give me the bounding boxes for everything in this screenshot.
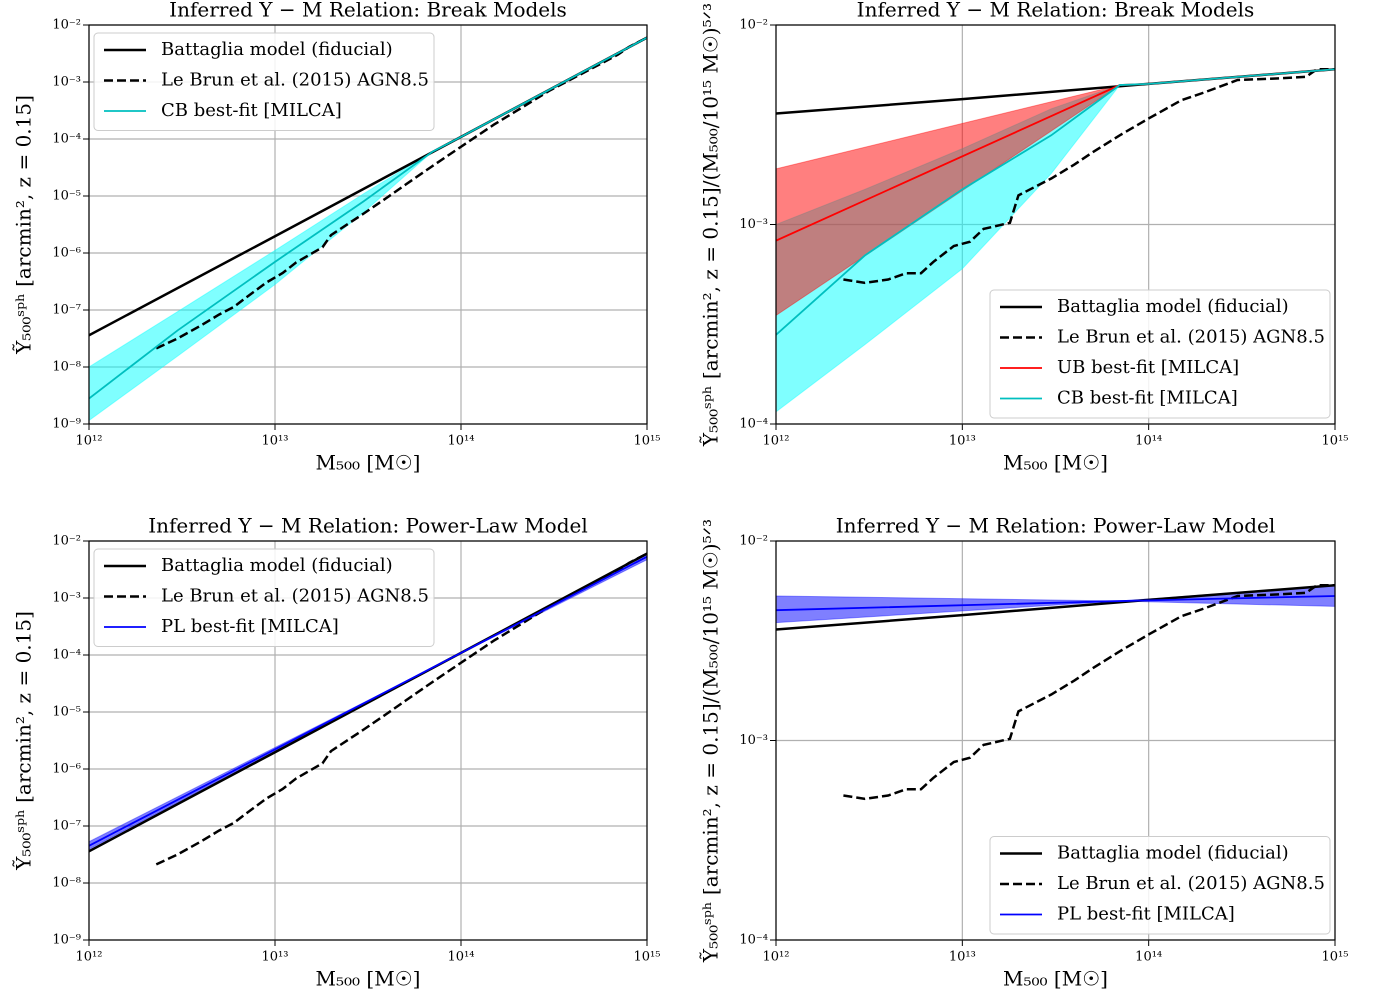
line bbox=[843, 68, 1335, 285]
legend-label: Le Brun et al. (2015) AGN8.5 bbox=[161, 586, 429, 607]
panel: Inferred Y − M Relation: Break Models M₅₀… bbox=[699, 0, 1349, 475]
y-tick-label: 10⁻² bbox=[52, 534, 81, 549]
x-tick-label: 10¹⁵ bbox=[634, 950, 661, 965]
y-axis-label: Ỹ₅₀₀ˢᵖʰ [arcmin², z = 0.15] bbox=[12, 611, 36, 871]
x-tick-label: 10¹⁴ bbox=[448, 434, 475, 449]
x-tick-label: 10¹² bbox=[76, 434, 103, 449]
chart-title: Inferred Y − M Relation: Break Models bbox=[857, 0, 1255, 22]
panel: Inferred Y − M Relation: Power-Law Model… bbox=[12, 514, 661, 991]
panel: Inferred Y − M Relation: Power-Law Model… bbox=[699, 514, 1349, 991]
y-tick-label: 10⁻³ bbox=[739, 217, 768, 232]
x-tick-label: 10¹² bbox=[763, 434, 790, 449]
chart-title: Inferred Y − M Relation: Power-Law Model bbox=[148, 514, 588, 538]
legend: Battaglia model (fiducial) Le Brun et al.… bbox=[989, 836, 1331, 935]
legend: Battaglia model (fiducial) Le Brun et al.… bbox=[93, 548, 435, 647]
plot-frame bbox=[775, 540, 1336, 941]
x-tick-label: 10¹⁴ bbox=[1135, 950, 1162, 965]
line bbox=[155, 36, 647, 350]
y-tick-label: 10⁻⁶ bbox=[52, 246, 81, 261]
line bbox=[89, 552, 647, 853]
plot-area bbox=[89, 36, 647, 422]
plot-area bbox=[776, 68, 1335, 413]
y-axis-label: Ỹ₅₀₀ˢᵖʰ [arcmin², z = 0.15] bbox=[12, 95, 36, 355]
x-tick-label: 10¹² bbox=[763, 950, 790, 965]
y-tick-label: 10⁻⁸ bbox=[52, 360, 81, 375]
legend-box bbox=[93, 32, 435, 131]
y-tick-label: 10⁻⁸ bbox=[52, 876, 81, 891]
y-tick-label: 10⁻⁷ bbox=[52, 819, 81, 834]
x-tick-label: 10¹⁴ bbox=[1135, 434, 1162, 449]
y-tick-label: 10⁻² bbox=[739, 18, 768, 33]
x-tick-label: 10¹⁴ bbox=[448, 950, 475, 965]
legend-label: Le Brun et al. (2015) AGN8.5 bbox=[1057, 873, 1325, 894]
legend-label: Le Brun et al. (2015) AGN8.5 bbox=[161, 70, 429, 91]
y-tick-label: 10⁻³ bbox=[739, 733, 768, 748]
y-axis-label: Ỹ₅₀₀ˢᵖʰ [arcmin², z = 0.15]/(M₅₀₀/10¹⁵ M… bbox=[699, 3, 723, 447]
y-tick-label: 10⁻³ bbox=[52, 591, 81, 606]
line bbox=[776, 595, 1335, 612]
y-tick-label: 10⁻⁶ bbox=[52, 762, 81, 777]
x-axis-label: M₅₀₀ [M☉] bbox=[1003, 451, 1108, 475]
x-axis-label: M₅₀₀ [M☉] bbox=[316, 967, 421, 991]
chart-title: Inferred Y − M Relation: Power-Law Model bbox=[836, 514, 1276, 538]
legend-label: Battaglia model (fiducial) bbox=[1057, 843, 1289, 864]
x-tick-label: 10¹³ bbox=[262, 950, 289, 965]
legend-box bbox=[989, 836, 1331, 935]
x-tick-label: 10¹³ bbox=[949, 434, 976, 449]
line bbox=[89, 555, 647, 847]
band bbox=[776, 84, 1121, 317]
x-tick-label: 10¹⁵ bbox=[1322, 950, 1349, 965]
y-tick-label: 10⁻⁷ bbox=[52, 303, 81, 318]
legend-label: PL best-fit [MILCA] bbox=[1057, 904, 1235, 925]
y-tick-label: 10⁻³ bbox=[52, 75, 81, 90]
y-tick-label: 10⁻⁹ bbox=[52, 417, 81, 432]
legend-box bbox=[93, 548, 435, 647]
line bbox=[776, 584, 1335, 631]
legend: Battaglia model (fiducial) Le Brun et al.… bbox=[989, 289, 1331, 419]
legend-label: Battaglia model (fiducial) bbox=[161, 39, 393, 60]
x-axis-label: M₅₀₀ [M☉] bbox=[1003, 967, 1108, 991]
line bbox=[89, 36, 647, 400]
y-tick-label: 10⁻⁴ bbox=[52, 132, 81, 147]
x-tick-label: 10¹² bbox=[76, 950, 103, 965]
y-tick-label: 10⁻² bbox=[739, 534, 768, 549]
chart-title: Inferred Y − M Relation: Break Models bbox=[169, 0, 567, 22]
line bbox=[776, 68, 1335, 336]
plot-frame bbox=[88, 540, 648, 941]
y-tick-label: 10⁻⁵ bbox=[52, 189, 81, 204]
x-tick-label: 10¹⁵ bbox=[634, 434, 661, 449]
legend-label: CB best-fit [MILCA] bbox=[161, 100, 342, 121]
legend-label: Battaglia model (fiducial) bbox=[161, 555, 393, 576]
plot-area bbox=[89, 552, 647, 866]
y-tick-label: 10⁻⁴ bbox=[739, 933, 768, 948]
legend: Battaglia model (fiducial) Le Brun et al.… bbox=[93, 32, 435, 131]
y-tick-label: 10⁻⁴ bbox=[52, 648, 81, 663]
legend-label: CB best-fit [MILCA] bbox=[1057, 388, 1238, 409]
y-axis-label: Ỹ₅₀₀ˢᵖʰ [arcmin², z = 0.15]/(M₅₀₀/10¹⁵ M… bbox=[699, 519, 723, 963]
x-axis-label: M₅₀₀ [M☉] bbox=[316, 451, 421, 475]
plot-frame bbox=[88, 24, 648, 425]
y-tick-label: 10⁻⁴ bbox=[739, 417, 768, 432]
plot-area bbox=[776, 584, 1335, 801]
legend-label: UB best-fit [MILCA] bbox=[1057, 357, 1239, 378]
legend-box bbox=[989, 289, 1331, 419]
x-tick-label: 10¹³ bbox=[262, 434, 289, 449]
x-tick-label: 10¹³ bbox=[949, 950, 976, 965]
legend-label: Battaglia model (fiducial) bbox=[1057, 296, 1289, 317]
y-tick-label: 10⁻⁵ bbox=[52, 705, 81, 720]
line bbox=[843, 584, 1335, 801]
legend-label: Le Brun et al. (2015) AGN8.5 bbox=[1057, 327, 1325, 348]
y-tick-label: 10⁻⁹ bbox=[52, 933, 81, 948]
x-tick-label: 10¹⁵ bbox=[1322, 434, 1349, 449]
legend-label: PL best-fit [MILCA] bbox=[161, 616, 339, 637]
plot-frame bbox=[775, 24, 1336, 425]
panel: Inferred Y − M Relation: Break Models M₅₀… bbox=[12, 0, 661, 475]
y-tick-label: 10⁻² bbox=[52, 18, 81, 33]
